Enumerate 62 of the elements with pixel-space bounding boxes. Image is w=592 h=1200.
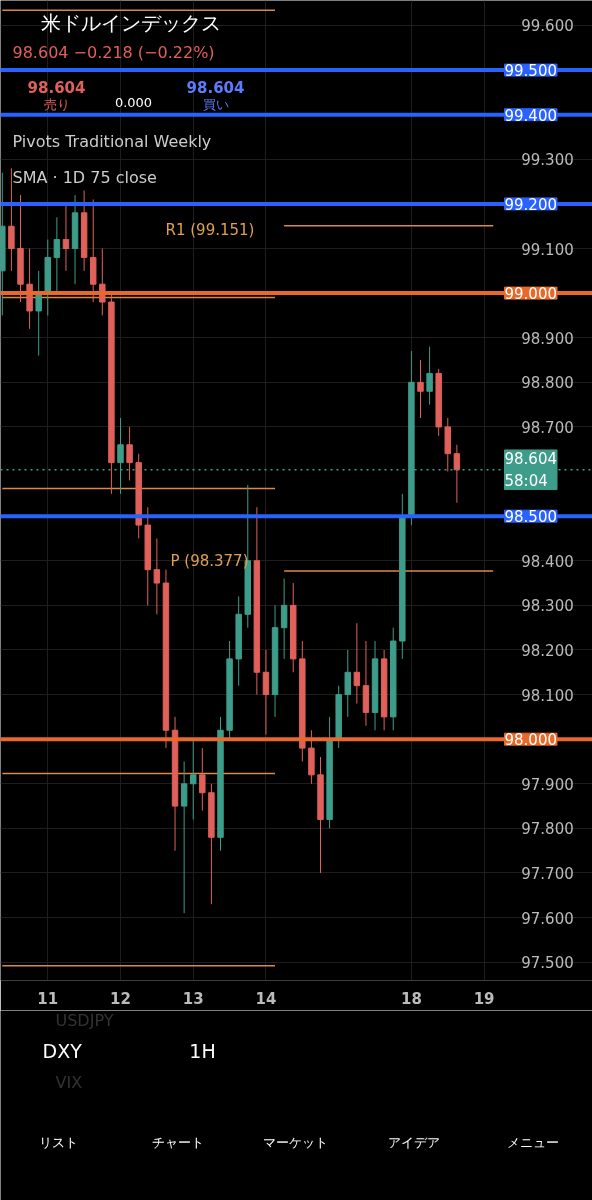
annotation: 98.604 [27,78,86,97]
y-tick-label: 97.500 [521,954,574,973]
y-tick-label: 98.900 [521,329,574,348]
candlestick [426,346,433,406]
y-tick-label: 98.200 [521,641,574,660]
text: 1H [189,1039,216,1062]
text: マーケット [263,1135,328,1150]
y-tick-label: 97.800 [521,820,574,839]
ref-line-label: 99.400 [504,106,557,125]
candlestick [262,649,270,736]
candlestick [126,426,133,481]
candlestick [453,444,461,504]
annotation: 0.000 [114,95,153,110]
text: 米ドルインデックス [40,10,221,35]
x-tick-label: 18 [400,989,422,1008]
annotation: 売り [43,97,70,112]
y-tick-label: 98.300 [521,597,574,616]
text: メニュー [506,1135,559,1150]
annotation: R1 (99.151) [165,220,255,239]
candlestick [180,760,188,914]
candlestick [8,167,15,272]
candlestick [417,359,424,419]
x-tick-label: 13 [182,989,204,1008]
annotation: Pivots Traditional Weekly [12,132,212,151]
x-tick-label: 12 [110,989,131,1008]
y-tick-label: 99.600 [521,17,574,36]
ref-line-label: 99.000 [504,285,557,304]
annotation: P (98.377) [170,551,249,570]
ref-line-label: 99.500 [504,62,557,81]
text: リスト [39,1135,78,1150]
y-tick-label: 98.100 [521,686,574,705]
candlestick [344,649,351,718]
annotation: SMA · 1D 75 close [12,168,157,187]
x-tick-label: 11 [37,989,59,1008]
candlestick [53,216,61,294]
y-tick-label: 98.700 [521,418,574,437]
candlestick [199,747,206,812]
annotation: 98.604 [186,78,245,97]
y-tick-label: 97.900 [521,775,574,794]
ref-line-label: 98.000 [504,731,557,750]
ref-line-label: 98.604 58:04 [504,449,557,490]
text: アイデア [387,1135,440,1150]
annotation: 買い [202,97,229,112]
candlestick [353,622,361,704]
candlestick [280,578,288,660]
candlestick [190,738,197,820]
text: DXY [42,1039,83,1062]
y-tick-label: 99.100 [521,240,574,259]
x-tick-label: 19 [473,989,495,1008]
y-tick-label: 97.700 [521,865,574,883]
candlestick [153,537,161,615]
x-tick-label: 14 [255,989,277,1008]
candlestick [35,270,42,357]
ref-line-label: 98.500 [504,508,557,527]
y-tick-label: 97.600 [521,909,574,928]
ref-line-label: 99.200 [504,195,557,214]
y-tick-label: 99.300 [521,151,574,170]
candlestick [62,203,70,272]
text: 98.604 −0.218 (−0.22%) [12,43,215,62]
text: チャート [151,1135,204,1150]
y-tick-label: 98.400 [521,552,574,571]
y-tick-label: 98.800 [521,374,574,393]
